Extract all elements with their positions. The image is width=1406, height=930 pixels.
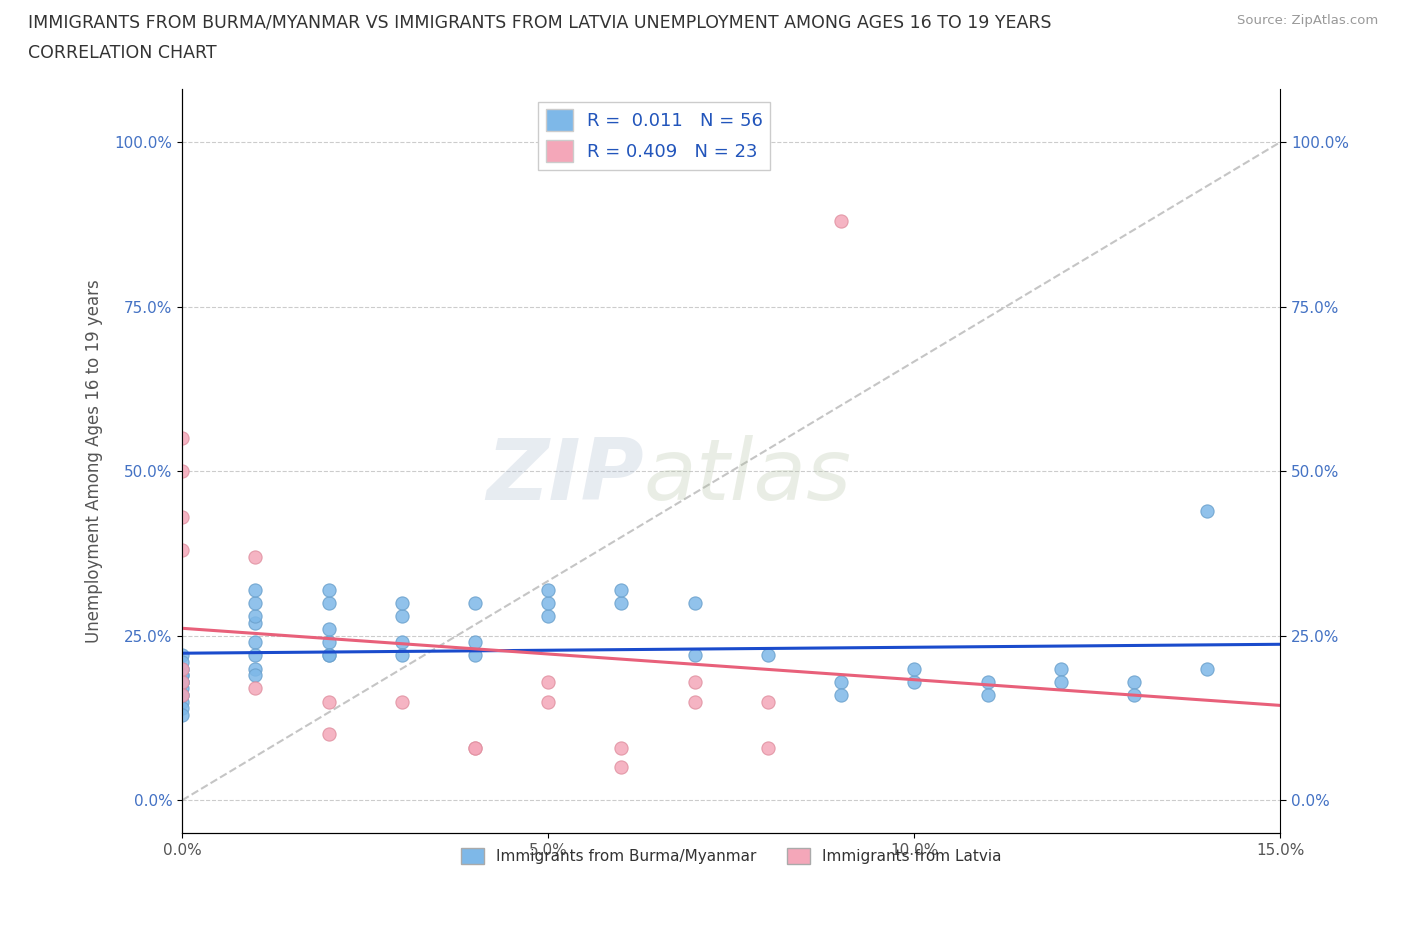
Point	[318, 694, 340, 709]
Point	[172, 707, 194, 722]
Legend: Immigrants from Burma/Myanmar, Immigrants from Latvia: Immigrants from Burma/Myanmar, Immigrant…	[454, 842, 1008, 870]
Point	[756, 694, 779, 709]
Point	[976, 674, 998, 689]
Point	[537, 595, 560, 610]
Point	[172, 668, 194, 683]
Point	[391, 694, 413, 709]
Point	[830, 674, 852, 689]
Point	[903, 661, 925, 676]
Point	[172, 694, 194, 709]
Point	[172, 674, 194, 689]
Point	[537, 608, 560, 623]
Point	[245, 661, 267, 676]
Point	[172, 464, 194, 479]
Point	[610, 760, 633, 775]
Point	[245, 608, 267, 623]
Point	[172, 674, 194, 689]
Point	[172, 510, 194, 525]
Text: Source: ZipAtlas.com: Source: ZipAtlas.com	[1237, 14, 1378, 27]
Point	[683, 694, 706, 709]
Point	[172, 700, 194, 715]
Point	[172, 661, 194, 676]
Point	[537, 582, 560, 597]
Point	[172, 674, 194, 689]
Point	[537, 674, 560, 689]
Point	[318, 727, 340, 742]
Point	[537, 694, 560, 709]
Point	[610, 740, 633, 755]
Point	[245, 615, 267, 630]
Point	[172, 543, 194, 558]
Point	[245, 635, 267, 650]
Point	[464, 595, 486, 610]
Text: atlas: atlas	[644, 434, 852, 518]
Point	[1197, 503, 1219, 518]
Point	[391, 608, 413, 623]
Point	[172, 687, 194, 702]
Point	[830, 687, 852, 702]
Point	[245, 668, 267, 683]
Point	[391, 635, 413, 650]
Point	[245, 648, 267, 663]
Point	[172, 655, 194, 670]
Point	[172, 661, 194, 676]
Point	[172, 431, 194, 445]
Point	[318, 582, 340, 597]
Point	[756, 740, 779, 755]
Point	[172, 687, 194, 702]
Point	[318, 648, 340, 663]
Point	[245, 550, 267, 565]
Point	[683, 674, 706, 689]
Point	[172, 674, 194, 689]
Y-axis label: Unemployment Among Ages 16 to 19 years: Unemployment Among Ages 16 to 19 years	[86, 279, 103, 644]
Point	[172, 661, 194, 676]
Point	[683, 648, 706, 663]
Point	[683, 595, 706, 610]
Text: IMMIGRANTS FROM BURMA/MYANMAR VS IMMIGRANTS FROM LATVIA UNEMPLOYMENT AMONG AGES : IMMIGRANTS FROM BURMA/MYANMAR VS IMMIGRA…	[28, 14, 1052, 32]
Point	[318, 648, 340, 663]
Point	[464, 740, 486, 755]
Point	[172, 648, 194, 663]
Point	[1123, 674, 1146, 689]
Point	[318, 595, 340, 610]
Text: ZIP: ZIP	[486, 434, 644, 518]
Point	[391, 648, 413, 663]
Point	[610, 582, 633, 597]
Point	[245, 681, 267, 696]
Point	[391, 595, 413, 610]
Point	[610, 595, 633, 610]
Point	[464, 635, 486, 650]
Point	[318, 621, 340, 636]
Point	[172, 687, 194, 702]
Point	[830, 214, 852, 229]
Point	[1123, 687, 1146, 702]
Point	[318, 635, 340, 650]
Point	[245, 582, 267, 597]
Point	[464, 740, 486, 755]
Point	[756, 648, 779, 663]
Point	[903, 674, 925, 689]
Point	[1197, 661, 1219, 676]
Point	[1049, 674, 1071, 689]
Point	[172, 668, 194, 683]
Point	[1049, 661, 1071, 676]
Point	[464, 648, 486, 663]
Point	[245, 595, 267, 610]
Point	[172, 681, 194, 696]
Point	[976, 687, 998, 702]
Text: CORRELATION CHART: CORRELATION CHART	[28, 44, 217, 61]
